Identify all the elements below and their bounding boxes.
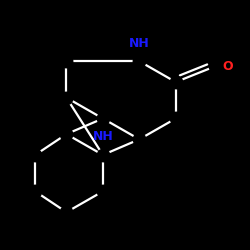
- Text: NH: NH: [92, 130, 113, 143]
- Text: NH: NH: [129, 36, 150, 50]
- Text: O: O: [222, 60, 233, 73]
